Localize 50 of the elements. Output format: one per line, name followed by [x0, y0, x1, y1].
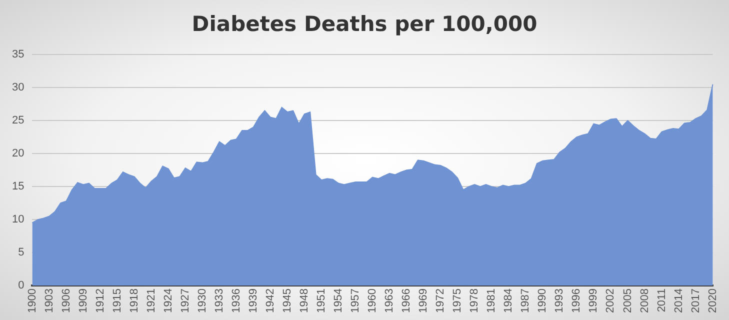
- x-tick-label: 1942: [264, 288, 276, 314]
- x-tick-label: 1915: [111, 288, 124, 314]
- x-tick-label: 1912: [94, 288, 106, 314]
- x-tick-label: 1939: [247, 288, 260, 314]
- x-tick-label: 1945: [281, 288, 294, 314]
- x-tick-label: 1996: [570, 288, 583, 314]
- x-tick-label: 1957: [350, 288, 362, 314]
- y-tick-label: 10: [12, 214, 24, 226]
- x-tick-label: 1930: [196, 288, 208, 314]
- y-tick-label: 20: [12, 148, 24, 160]
- y-tick-label: 35: [12, 48, 24, 61]
- x-tick-label: 1924: [162, 288, 174, 314]
- x-tick-label: 1951: [316, 288, 328, 314]
- x-tick-label: 1966: [400, 288, 413, 314]
- x-tick-label: 1960: [366, 288, 379, 314]
- x-tick-label: 1948: [298, 288, 310, 314]
- x-tick-label: 2011: [656, 288, 668, 312]
- x-tick-label: 1936: [230, 288, 242, 314]
- x-tick-label: 1975: [452, 288, 464, 314]
- x-tick-label: 1906: [60, 288, 72, 314]
- x-tick-label: 1990: [536, 288, 549, 314]
- y-tick-label: 0: [18, 280, 24, 292]
- x-tick-label: 1900: [26, 288, 38, 314]
- x-tick-label: 1927: [179, 288, 192, 314]
- x-tick-label: 1954: [332, 288, 345, 314]
- y-tick-label: 25: [12, 114, 24, 127]
- x-tick-label: 1969: [418, 288, 430, 314]
- x-tick-label: 1972: [434, 288, 447, 314]
- x-tick-label: 1981: [486, 288, 498, 314]
- x-tick-label: 1984: [502, 288, 515, 314]
- x-tick-label: 2002: [604, 288, 617, 314]
- x-tick-label: 2020: [706, 288, 719, 314]
- x-tick-label: 1918: [128, 288, 140, 314]
- x-tick-label: 2017: [690, 288, 702, 314]
- x-tick-label: 2005: [622, 288, 634, 314]
- y-tick-label: 5: [18, 246, 24, 259]
- x-tick-label: 1999: [588, 288, 600, 314]
- x-tick-label: 1909: [77, 288, 90, 314]
- y-tick-label: 15: [12, 180, 24, 193]
- chart-title: Diabetes Deaths per 100,000: [190, 12, 538, 36]
- x-tick-label: 1963: [384, 288, 396, 314]
- x-tick-label: 1993: [554, 288, 566, 314]
- x-tick-label: 1987: [520, 288, 532, 314]
- x-tick-label: 1978: [468, 288, 481, 314]
- x-tick-label: 1903: [43, 288, 56, 314]
- x-tick-label: 2008: [638, 288, 651, 314]
- y-tick-label: 30: [12, 82, 24, 94]
- x-tick-label: 1933: [213, 288, 226, 314]
- x-tick-label: 1921: [145, 288, 158, 314]
- x-tick-label: 2014: [672, 288, 685, 314]
